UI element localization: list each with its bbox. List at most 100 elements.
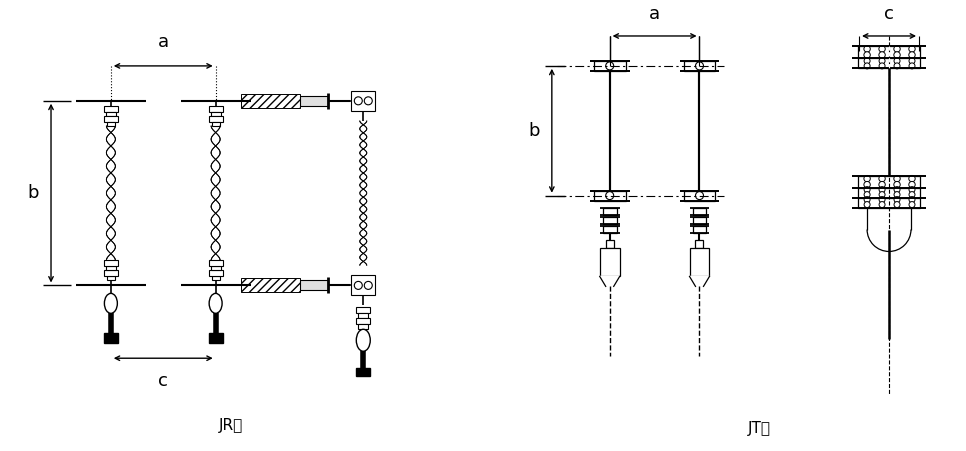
Circle shape [879,181,885,188]
Circle shape [696,62,703,70]
Circle shape [894,46,900,52]
Text: JT型: JT型 [748,420,771,436]
Circle shape [909,63,915,69]
Text: c: c [884,5,894,23]
Circle shape [865,187,870,193]
Circle shape [606,192,613,200]
Polygon shape [690,276,709,286]
Ellipse shape [104,293,117,313]
Bar [600,249,619,276]
Circle shape [879,197,885,202]
Circle shape [879,63,885,69]
Bar [684,61,716,71]
Bar [594,191,626,201]
Circle shape [909,52,915,58]
Circle shape [909,197,915,202]
Bar [104,333,118,343]
Circle shape [606,62,613,70]
Bar [300,96,328,106]
Circle shape [879,175,885,182]
Bar [606,240,613,249]
Bar [358,324,368,329]
Bar [209,260,222,267]
Bar [594,61,626,71]
Circle shape [894,52,900,58]
Bar [684,191,716,201]
Circle shape [894,175,900,182]
Bar [209,333,222,343]
Bar [209,116,222,122]
Ellipse shape [210,293,222,313]
Circle shape [864,46,870,52]
Circle shape [879,52,885,58]
Bar [693,216,706,224]
Bar [696,240,703,249]
Bar [358,313,368,318]
Bar [693,226,706,233]
Circle shape [364,281,372,290]
Circle shape [865,192,870,198]
Bar [356,307,370,313]
Bar [209,106,222,112]
Text: a: a [157,33,169,51]
Bar [603,226,616,233]
Bar [211,112,220,116]
Ellipse shape [356,329,370,351]
Circle shape [894,192,900,198]
Circle shape [894,58,900,64]
Bar [356,368,370,376]
Circle shape [879,187,885,193]
Bar [104,260,118,267]
Bar [858,188,920,198]
Circle shape [864,181,870,188]
Circle shape [865,202,870,207]
Circle shape [696,192,703,200]
Text: b: b [28,184,39,202]
Circle shape [894,202,900,207]
Bar [603,207,616,215]
Circle shape [909,181,915,188]
Text: b: b [528,122,540,140]
Text: a: a [649,5,660,23]
Circle shape [909,192,915,198]
Circle shape [865,63,870,69]
Bar [858,198,920,207]
Bar [693,207,706,215]
Circle shape [909,187,915,193]
Bar [603,216,616,224]
Circle shape [909,202,915,207]
Bar [352,91,375,111]
Text: JR型: JR型 [218,418,242,433]
Circle shape [909,46,915,52]
Bar [858,58,920,68]
Bar [211,267,220,271]
Bar [104,116,118,122]
Circle shape [865,58,870,64]
Circle shape [909,175,915,182]
Circle shape [894,63,900,69]
Circle shape [894,187,900,193]
Bar [209,271,222,276]
Bar [212,276,219,281]
Circle shape [879,58,885,64]
Circle shape [865,197,870,202]
Polygon shape [600,276,619,286]
Bar [104,106,118,112]
Bar [300,281,328,290]
Bar [106,267,116,271]
Circle shape [879,202,885,207]
Circle shape [355,97,362,105]
Bar [107,122,115,126]
Circle shape [364,97,372,105]
Circle shape [355,281,362,290]
Bar [212,122,219,126]
Bar [104,271,118,276]
Text: c: c [158,372,168,390]
Bar [107,276,115,281]
Circle shape [864,52,870,58]
Bar [858,46,920,58]
Circle shape [864,175,870,182]
Bar [356,318,370,324]
Bar [352,276,375,295]
Circle shape [879,46,885,52]
